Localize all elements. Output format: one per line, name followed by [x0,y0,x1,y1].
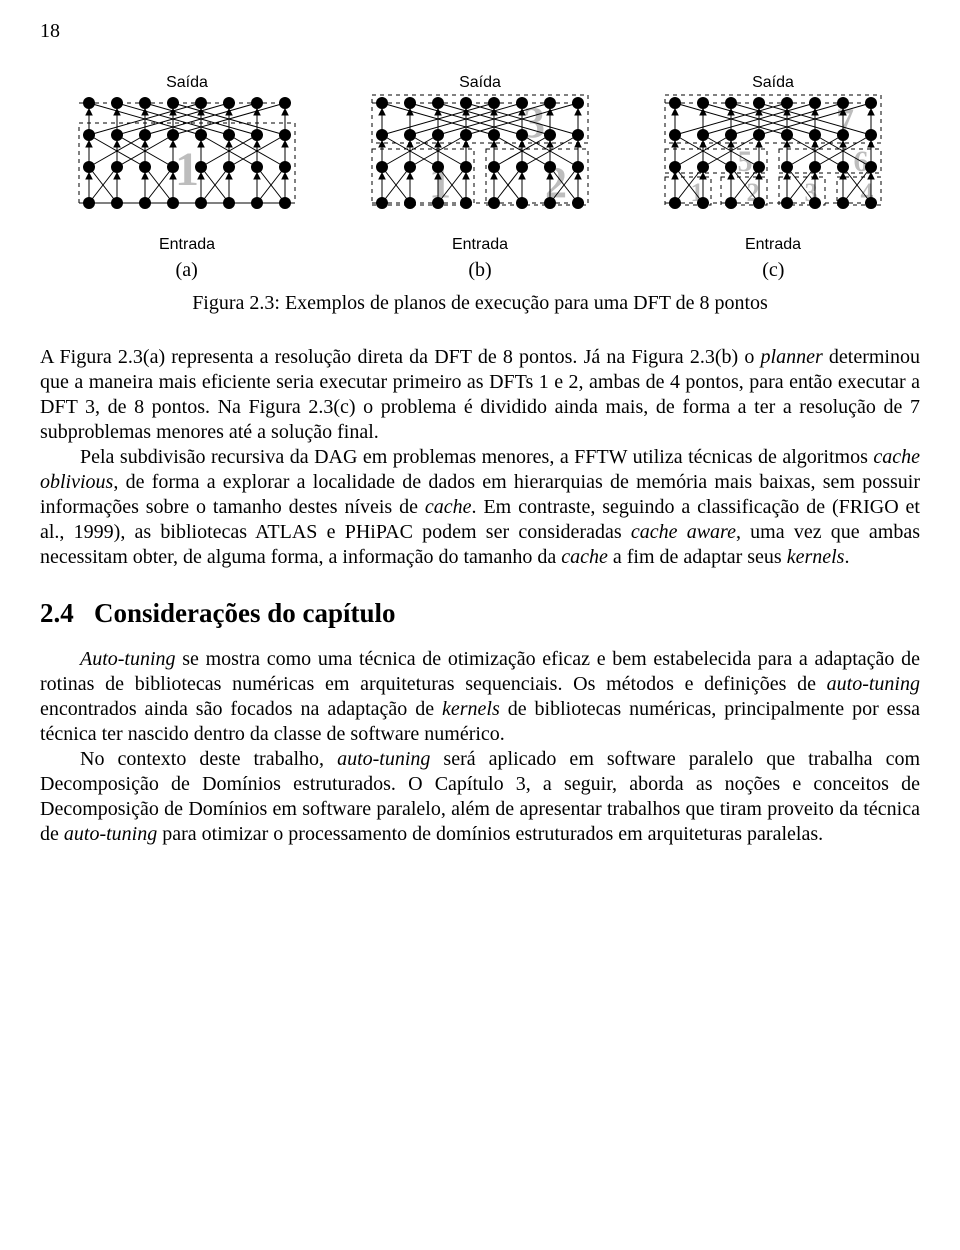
paragraph-1: A Figura 2.3(a) representa a resolução d… [40,345,920,445]
section-body: Auto-tuning se mostra como uma técnica d… [40,647,920,847]
subfigure-a-label: (a) [176,259,198,282]
section-heading: 2.4 Considerações do capítulo [40,598,920,629]
italic-auto-tuning: Auto-tuning [80,648,176,670]
paragraph-2: Pela subdivisão recursiva da DAG em prob… [40,445,920,570]
text-span: encontrados ainda são focados na adaptaç… [40,698,442,720]
subfigure-a: Saída 1 Entrada (a) [67,73,307,282]
svg-text:Saída: Saída [752,74,794,91]
svg-text:1: 1 [175,143,199,196]
text-span: Pela subdivisão recursiva da DAG em prob… [80,446,873,468]
subfigure-b: Saída 3 1 2 Entrada (b) [360,73,600,282]
italic-auto-tuning: auto-tuning [64,823,157,845]
italic-cache-aware: cache aware [631,521,736,543]
diagram-a: Saída 1 Entrada [67,73,307,253]
section-title: Considerações do capítulo [94,598,396,628]
subfigure-b-label: (b) [468,259,491,282]
italic-kernels: kernels [442,698,500,720]
text-span: No contexto deste trabalho, [80,748,337,770]
italic-planner: planner [761,346,823,368]
italic-auto-tuning: auto-tuning [827,673,920,695]
italic-cache: cache [561,546,608,568]
svg-text:Saída: Saída [166,74,208,91]
diagram-c: Saída 7 5 6 1 2 3 4 [653,73,893,253]
italic-kernels: kernels [787,546,845,568]
section-paragraph-2: No contexto deste trabalho, auto-tuning … [40,747,920,847]
subfigure-c-label: (c) [762,259,784,282]
text-span: A Figura 2.3(a) representa a resolução d… [40,346,761,368]
svg-text:Saída: Saída [459,74,501,91]
page-number: 18 [40,20,920,43]
svg-text:Entrada: Entrada [159,236,215,253]
text-span: para otimizar o processamento de domínio… [157,823,823,845]
body-text: A Figura 2.3(a) representa a resolução d… [40,345,920,570]
text-span: a fim de adaptar seus [608,546,787,568]
text-span: . [844,546,849,568]
section-paragraph-1: Auto-tuning se mostra como uma técnica d… [40,647,920,747]
svg-text:Entrada: Entrada [452,236,508,253]
diagram-b: Saída 3 1 2 Entrada [360,73,600,253]
figure-caption: Figura 2.3: Exemplos de planos de execuç… [40,292,920,315]
italic-auto-tuning: auto-tuning [337,748,430,770]
svg-text:Entrada: Entrada [745,236,801,253]
section-number: 2.4 [40,598,74,628]
italic-cache: cache [425,496,472,518]
subfigure-c: Saída 7 5 6 1 2 3 4 [653,73,893,282]
figures-row: Saída 1 Entrada (a) [40,73,920,282]
